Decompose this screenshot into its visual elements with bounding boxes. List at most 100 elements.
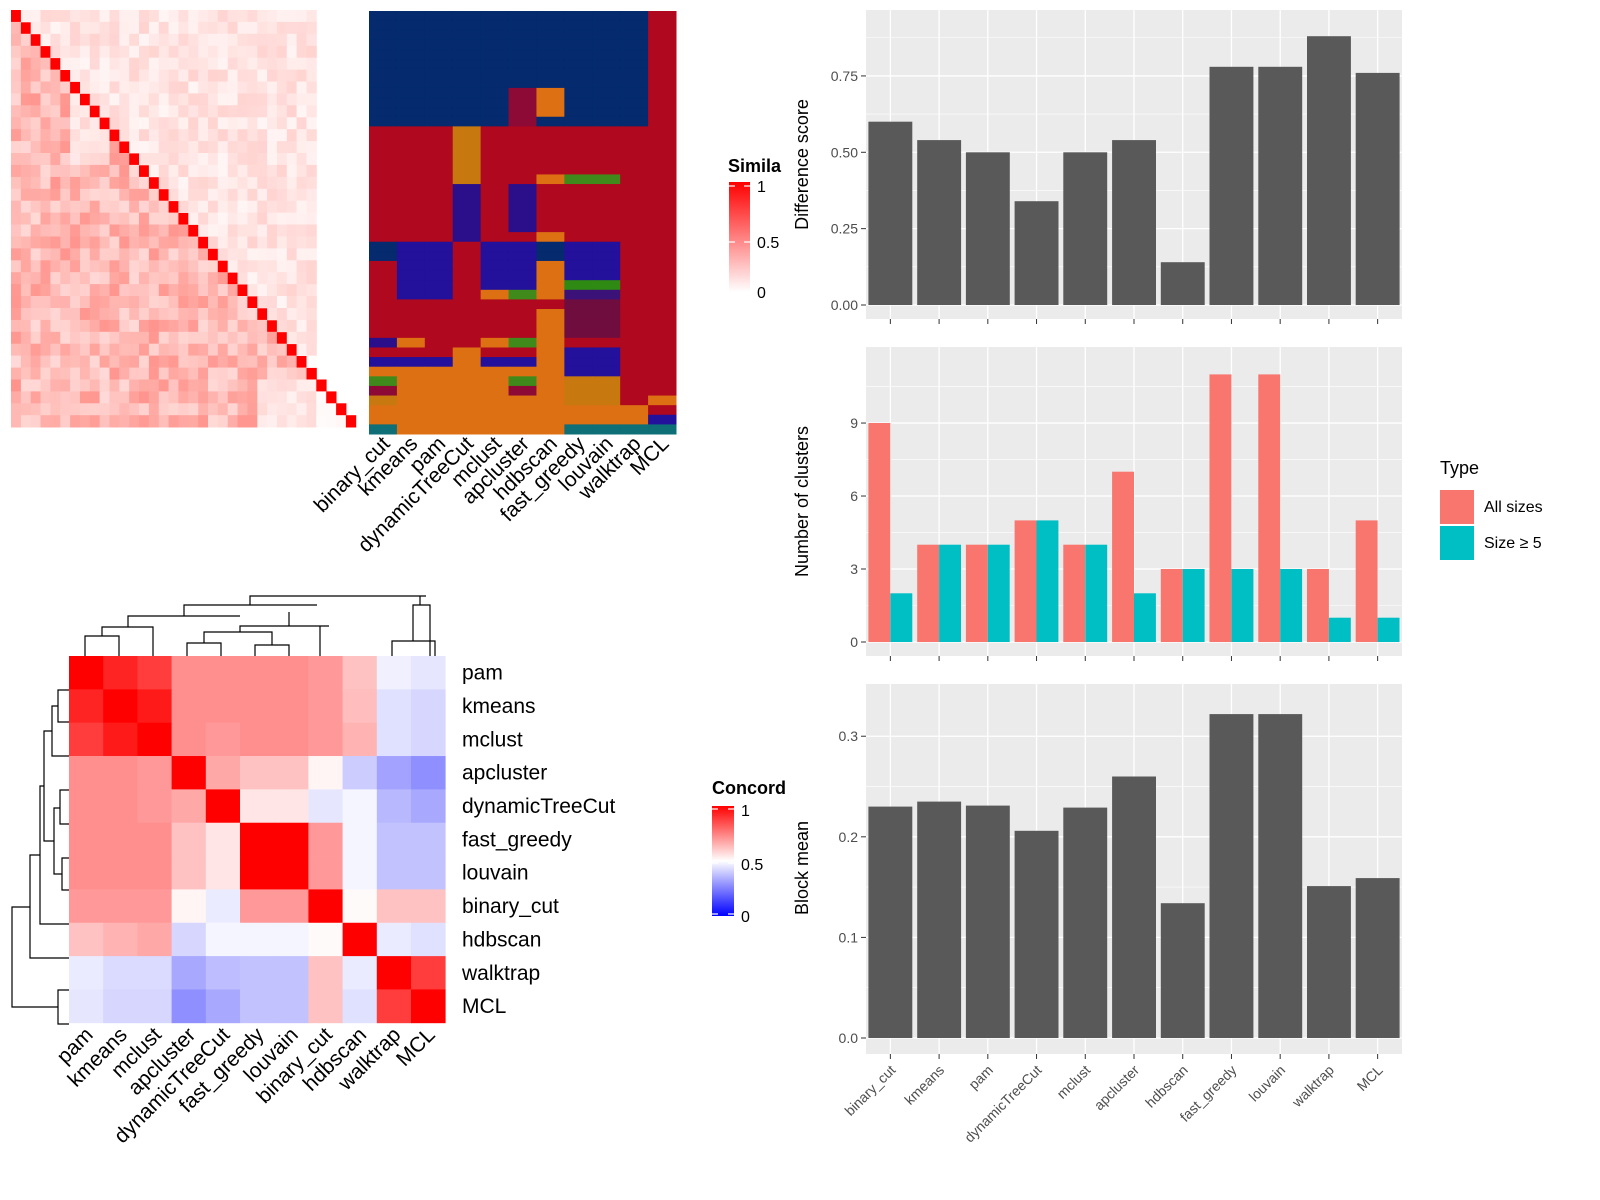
similarity-cell [257, 10, 268, 23]
similarity-cell [247, 415, 258, 428]
similarity-cell [30, 21, 41, 35]
cluster-cell [620, 30, 649, 41]
similarity-cell [99, 403, 110, 416]
similarity-cell [50, 81, 61, 94]
similarity-cell [11, 105, 22, 118]
similarity-cell [306, 117, 317, 130]
similarity-cell [139, 21, 150, 35]
bar-all-sizes [1355, 520, 1378, 642]
similarity-cell [119, 212, 130, 225]
concordance-cell [240, 656, 275, 690]
similarity-cell [70, 272, 81, 285]
similarity-cell [247, 260, 258, 273]
similarity-cell [119, 117, 130, 130]
cluster-cell [592, 251, 621, 262]
concordance-cell [171, 989, 207, 1024]
cluster-cell [396, 241, 426, 252]
similarity-cell [306, 272, 317, 285]
bar [1307, 886, 1351, 1038]
similarity-cell [168, 69, 179, 82]
similarity-cell [20, 367, 32, 380]
similarity-cell [286, 236, 298, 249]
cluster-cell [480, 385, 510, 397]
similarity-cell [247, 129, 258, 142]
cluster-cell [564, 107, 593, 118]
concordance-legend-tick-0: 0 [741, 909, 750, 926]
cluster-cell [424, 97, 454, 108]
concordance-cell [308, 656, 343, 690]
cluster-cell [620, 414, 649, 425]
similarity-cell [217, 200, 229, 213]
similarity-cell [286, 248, 298, 261]
similarity-cell [20, 93, 32, 106]
similarity-cell [178, 10, 189, 23]
similarity-cell [11, 200, 22, 213]
similarity-cell [188, 200, 199, 213]
similarity-cell [198, 141, 209, 154]
cluster-cell [508, 78, 537, 89]
similarity-cell [247, 272, 258, 285]
cluster-cell [564, 203, 593, 214]
bar-size-ge5 [1182, 569, 1205, 642]
cluster-cell [369, 347, 398, 358]
similarity-cell [129, 164, 140, 178]
cluster-cell [369, 164, 398, 175]
concordance-row-label: dynamicTreeCut [462, 795, 615, 818]
similarity-cell [247, 57, 258, 70]
similarity-cell [139, 176, 150, 190]
similarity-cell [109, 403, 120, 416]
cluster-cell [424, 309, 454, 320]
similarity-cell [20, 200, 32, 213]
similarity-cell [198, 93, 209, 106]
cluster-cell [536, 328, 565, 339]
similarity-cell [257, 81, 268, 94]
similarity-cell [286, 164, 298, 178]
similarity-cell [198, 69, 209, 82]
concordance-cell [342, 689, 378, 724]
similarity-cell [276, 391, 288, 404]
similarity-cell [227, 69, 238, 82]
similarity-cell [188, 81, 199, 94]
y-tick-label: 6 [850, 488, 858, 504]
similarity-cell [20, 153, 32, 166]
similarity-cell [89, 57, 101, 70]
bar-size-ge5 [939, 544, 961, 642]
similarity-cell [188, 343, 199, 356]
similarity-cell [257, 200, 268, 213]
cluster-cell [508, 328, 537, 339]
similarity-cell [208, 236, 219, 249]
cluster-cell [536, 97, 565, 108]
similarity-cell [11, 236, 22, 249]
similarity-cell [267, 284, 278, 297]
similarity-cell [70, 391, 81, 404]
similarity-cell [40, 308, 51, 321]
similarity-cell [30, 212, 41, 225]
similarity-cell [188, 141, 199, 154]
cluster-cell [480, 20, 510, 31]
similarity-cell [119, 308, 130, 321]
concordance-cell [376, 722, 412, 757]
similarity-cell [139, 415, 150, 428]
similarity-cell [217, 45, 229, 59]
similarity-cell [148, 379, 160, 392]
similarity-cell [178, 153, 189, 166]
similarity-cell [99, 224, 110, 237]
similarity-cell [20, 403, 32, 416]
cluster-cell [564, 328, 593, 339]
similarity-cell [217, 272, 229, 285]
similarity-cell [158, 415, 170, 428]
similarity-cell [11, 343, 22, 356]
similarity-cell [119, 33, 130, 47]
similarity-cell [80, 343, 91, 356]
similarity-cell [89, 272, 101, 285]
bar [1014, 201, 1059, 305]
concordance-cell [274, 956, 309, 990]
similarity-cell [178, 164, 189, 178]
similarity-cell [60, 57, 71, 70]
similarity-cell [80, 415, 91, 428]
similarity-cell [188, 236, 199, 249]
similarity-cell [198, 224, 209, 237]
cluster-cell [620, 347, 649, 358]
similarity-cell [316, 391, 327, 404]
similarity-cell [109, 224, 120, 237]
